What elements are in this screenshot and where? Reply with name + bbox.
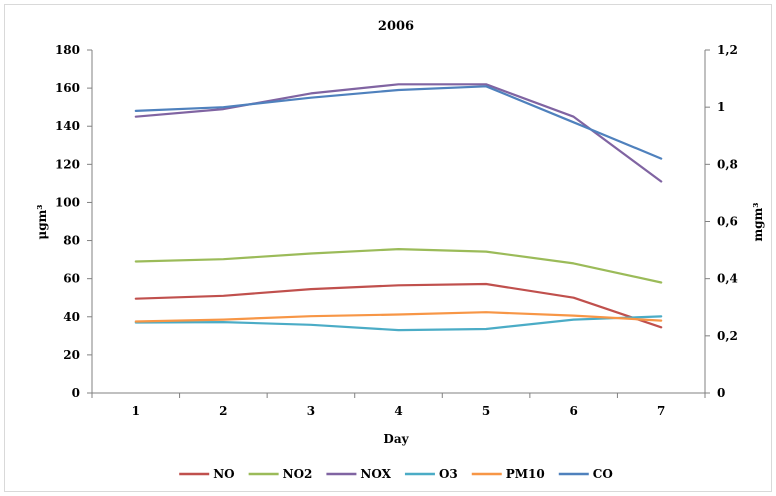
x-tick-label: 7 xyxy=(657,404,665,418)
y-right-tick-label: 0,8 xyxy=(717,157,738,171)
series-line-no2 xyxy=(134,248,663,284)
y-left-tick-label: 80 xyxy=(63,234,80,248)
y-left-tick-label: 120 xyxy=(55,157,80,171)
legend-label-pm10: PM10 xyxy=(506,467,545,481)
x-tick-label: 5 xyxy=(482,404,490,418)
y-left-tick-label: 20 xyxy=(63,348,80,362)
legend-label-nox: NOX xyxy=(360,467,391,481)
series-line-o3 xyxy=(134,315,663,332)
series-line-no xyxy=(134,282,663,329)
x-axis-label: Day xyxy=(383,432,409,446)
legend-label-o3: O3 xyxy=(439,467,458,481)
x-tick-label: 3 xyxy=(307,404,315,418)
series-lines xyxy=(134,83,663,332)
x-tick-label: 1 xyxy=(132,404,140,418)
series-line-nox xyxy=(134,83,663,183)
y-axis-left-label: μgm³ xyxy=(35,204,49,239)
y-left-tick-label: 180 xyxy=(55,43,80,57)
legend-label-co: CO xyxy=(593,467,613,481)
y-right-tick-label: 1,2 xyxy=(717,43,738,57)
y-left-tick-label: 0 xyxy=(72,386,80,400)
chart-title: 2006 xyxy=(378,19,414,34)
x-tick-label: 4 xyxy=(394,404,402,418)
y-right-tick-label: 0 xyxy=(717,386,725,400)
axes: 0 20 40 60 80 100 120 140 160 180 0 0,2 0,4 0,6 0,8 1 1,… xyxy=(55,43,738,418)
legend: NO NO2 NOX O3 PM10 CO xyxy=(179,467,613,481)
y-right-tick-label: 0,6 xyxy=(717,215,738,229)
y-right-tick-label: 0,4 xyxy=(717,272,738,286)
y-left-tick-label: 60 xyxy=(63,272,80,286)
x-tick-label: 6 xyxy=(569,404,577,418)
y-left-tick-label: 160 xyxy=(55,81,80,95)
y-right-tick-label: 1 xyxy=(717,100,725,114)
legend-label-no2: NO2 xyxy=(283,467,313,481)
series-line-co xyxy=(134,85,663,160)
chart-frame xyxy=(4,4,772,492)
legend-label-no: NO xyxy=(213,467,234,481)
series-line-pm10 xyxy=(134,311,663,323)
y-right-tick-label: 0,2 xyxy=(717,329,738,343)
y-left-tick-label: 40 xyxy=(63,310,80,324)
y-left-tick-label: 140 xyxy=(55,119,80,133)
y-axis-right-label: mgm³ xyxy=(751,202,765,241)
y-left-tick-label: 100 xyxy=(55,195,80,209)
x-tick-label: 2 xyxy=(219,404,227,418)
